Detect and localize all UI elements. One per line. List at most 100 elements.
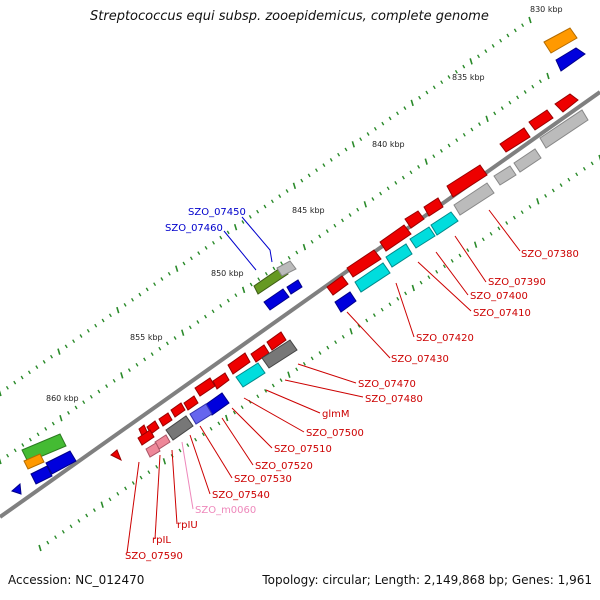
gene-feature-blue[interactable] <box>45 450 77 475</box>
tick-mark <box>66 411 71 415</box>
tick-mark <box>44 427 48 431</box>
gene-label[interactable]: SZO_07520 <box>255 461 313 472</box>
gene-label[interactable]: SZO_07530 <box>234 474 292 485</box>
gene-feature-red[interactable] <box>137 429 155 446</box>
tick-mark <box>57 348 61 355</box>
tick-mark <box>160 277 164 281</box>
gene-label[interactable]: SZO_07430 <box>391 354 449 365</box>
gene-label[interactable]: SZO_07590 <box>125 551 183 562</box>
gene-feature-red[interactable] <box>212 372 230 390</box>
tick-mark <box>388 302 392 307</box>
gene-feature-blue[interactable] <box>286 279 303 295</box>
gene-label[interactable]: SZO_07460 <box>165 223 223 234</box>
tick-mark <box>388 116 392 121</box>
tick-mark <box>366 132 370 136</box>
gene-feature-green[interactable] <box>21 433 67 463</box>
tick-mark <box>516 95 520 100</box>
gene-feature-blue[interactable] <box>11 482 22 495</box>
gene-feature-red[interactable] <box>194 377 216 397</box>
gene-feature-red[interactable] <box>528 109 554 131</box>
gene-feature-dark-gray[interactable] <box>261 339 298 369</box>
gene-feature-cyan[interactable] <box>354 262 391 293</box>
gene-label[interactable]: rpIU <box>177 520 198 531</box>
gene-feature-cyan[interactable] <box>430 211 459 236</box>
map-title: Streptococcus equi subsp. zooepidemicus,… <box>90 9 489 24</box>
gene-feature-red[interactable] <box>326 275 349 296</box>
gene-feature-blue[interactable] <box>30 465 53 485</box>
genome-axis <box>0 90 600 519</box>
gene-feature-red[interactable] <box>423 197 444 217</box>
gene-feature-gray[interactable] <box>453 182 495 216</box>
gene-feature-red[interactable] <box>110 449 122 462</box>
gene-feature-blue[interactable] <box>263 288 290 311</box>
tick-mark <box>523 90 527 94</box>
gene-feature-orange[interactable] <box>23 453 45 470</box>
gene-feature-red[interactable] <box>227 352 251 375</box>
gene-label[interactable]: SZO_07510 <box>274 444 332 455</box>
gene-feature-blue[interactable] <box>334 291 357 313</box>
tick-mark <box>302 361 306 366</box>
tick-mark <box>325 229 329 233</box>
gene-feature-cyan[interactable] <box>409 226 436 249</box>
gene-feature-red[interactable] <box>158 412 173 427</box>
tick-mark <box>334 340 338 345</box>
gene-label[interactable]: SZO_07400 <box>470 291 528 302</box>
tick-mark <box>469 58 473 65</box>
gene-feature-red[interactable] <box>499 127 531 153</box>
tick-mark <box>425 90 429 95</box>
tick-mark <box>544 194 548 198</box>
gene-feature-cyan[interactable] <box>235 362 266 388</box>
gene-feature-red[interactable] <box>183 395 199 411</box>
tick-mark <box>54 535 58 540</box>
gene-label[interactable]: SZO_07420 <box>416 333 474 344</box>
gene-label[interactable]: SZO_07450 <box>188 207 246 218</box>
gene-label[interactable]: SZO_07500 <box>306 428 364 439</box>
gene-feature-olive[interactable] <box>253 265 289 295</box>
leader-line <box>231 407 273 449</box>
gene-feature-cyan[interactable] <box>385 243 413 268</box>
tick-mark <box>196 320 200 324</box>
leader-line <box>241 216 273 263</box>
gene-feature-red[interactable] <box>379 224 412 252</box>
gene-label[interactable]: SZO_07480 <box>365 394 423 405</box>
gene-label[interactable]: rpIL <box>152 535 171 546</box>
gene-feature-red[interactable] <box>404 210 425 229</box>
tick-mark <box>357 324 361 328</box>
gene-label[interactable]: glmM <box>322 409 350 420</box>
tick-mark <box>372 313 376 317</box>
tick-mark <box>138 292 142 297</box>
tick-mark <box>257 277 261 282</box>
gene-feature-gray[interactable] <box>276 260 297 277</box>
genome-summary: Topology: circular; Length: 2,149,868 bp… <box>262 573 592 587</box>
gene-feature-red[interactable] <box>346 249 382 278</box>
tick-mark <box>394 181 398 185</box>
gene-label[interactable]: SZO_m0060 <box>195 505 256 516</box>
gene-feature-gray[interactable] <box>513 148 542 173</box>
gene-label[interactable]: SZO_07410 <box>473 308 531 319</box>
gene-feature-red[interactable] <box>446 164 488 198</box>
tick-mark <box>506 33 510 38</box>
gene-feature-gray[interactable] <box>539 109 589 149</box>
gene-label[interactable]: SZO_07380 <box>521 249 579 260</box>
tick-mark <box>150 352 154 356</box>
tick-mark <box>396 296 400 301</box>
gene-feature-blue[interactable] <box>555 47 586 72</box>
gene-feature-dark-gray[interactable] <box>165 415 194 441</box>
leader-line <box>171 449 178 525</box>
gene-feature-red[interactable] <box>554 93 579 113</box>
gene-label[interactable]: SZO_07540 <box>212 490 270 501</box>
tick-mark <box>108 313 112 318</box>
tick-mark <box>371 197 375 201</box>
gene-feature-purple[interactable] <box>189 403 213 425</box>
gene-feature-red[interactable] <box>266 331 287 351</box>
gene-feature-gray[interactable] <box>493 165 517 186</box>
tick-mark <box>409 170 413 175</box>
gene-feature-red[interactable] <box>170 402 186 418</box>
tick-mark <box>188 325 192 330</box>
leader-line <box>189 434 211 495</box>
gene-feature-orange[interactable] <box>543 27 578 54</box>
gene-label[interactable]: SZO_07470 <box>358 379 416 390</box>
gene-label[interactable]: SZO_07390 <box>488 277 546 288</box>
gene-feature-pink[interactable] <box>145 442 161 458</box>
tick-mark <box>226 230 230 235</box>
